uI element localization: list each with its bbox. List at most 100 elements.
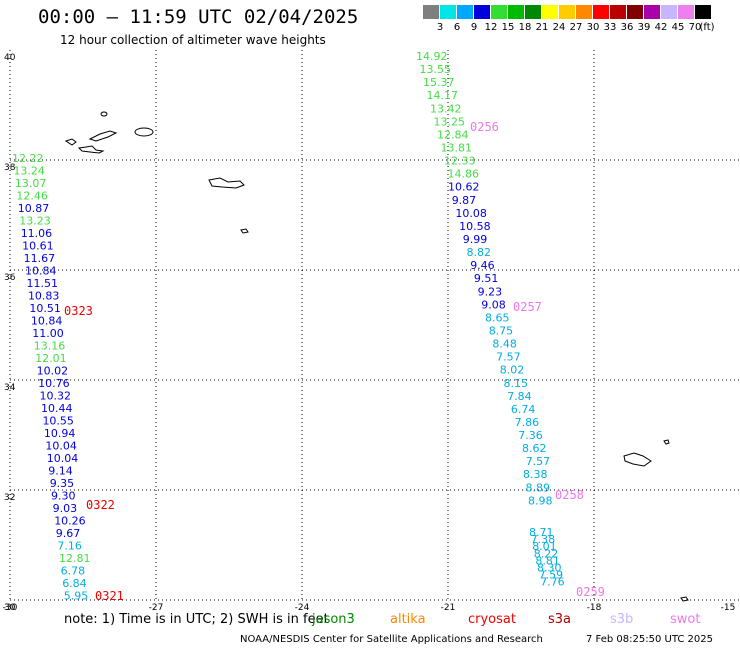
wave-height-value: 10.84 — [31, 315, 62, 328]
wave-height-value: 8.22 — [534, 547, 559, 560]
lat-tick-label: 30 — [4, 603, 16, 613]
wave-height-value: 7.86 — [515, 416, 540, 429]
scale-swatch — [661, 5, 678, 19]
scale-swatch — [423, 5, 440, 19]
wave-height-value: 9.67 — [56, 527, 81, 540]
satellite-legend-item: cryosat — [468, 612, 516, 627]
wave-height-value: 14.17 — [427, 89, 459, 102]
wave-height-value: 10.26 — [54, 515, 85, 528]
lon-tick-label: -21 — [441, 603, 456, 613]
lon-tick-label: -24 — [295, 603, 310, 613]
wave-height-value: 9.30 — [51, 490, 76, 503]
scale-label: 9 — [470, 22, 478, 33]
wave-height-value: 13.24 — [13, 165, 45, 178]
lon-tick-label: -27 — [149, 603, 164, 613]
axis-ticks: -30 -27 -24 -21 -18 -15 40 38 36 34 32 30 — [3, 53, 736, 613]
scale-swatch — [474, 5, 491, 19]
wave-height-value: 7.36 — [518, 429, 543, 442]
wave-height-value: 8.75 — [489, 324, 514, 337]
pass-time-label: 0258 — [555, 488, 584, 502]
scale-swatch — [508, 5, 525, 19]
wave-height-value: 8.15 — [504, 377, 529, 390]
island — [64, 138, 77, 146]
wave-height-value: 13.25 — [434, 115, 466, 128]
satellite-legend-item: s3a — [548, 612, 572, 627]
wave-height-value: 9.03 — [53, 502, 78, 515]
wave-height-value: 8.71 — [529, 526, 554, 539]
wave-height-value: 10.84 — [25, 265, 57, 278]
scale-label: 30 — [586, 22, 600, 33]
scale-swatch — [525, 5, 542, 19]
island — [134, 127, 154, 137]
wave-height-value: 10.58 — [459, 220, 491, 233]
wave-height-value: 13.55 — [420, 63, 452, 76]
wave-height-value: 10.55 — [42, 415, 73, 428]
wave-height-value: 12.46 — [16, 190, 47, 203]
wave-height-value: 12.81 — [59, 552, 91, 565]
wave-height-value: 15.37 — [423, 76, 455, 89]
wave-height-value: 9.08 — [481, 298, 506, 311]
lat-lon-grid — [9, 50, 740, 601]
wave-height-value: 8.62 — [522, 442, 547, 455]
island — [100, 111, 108, 117]
scale-label: 42 — [654, 22, 668, 33]
wave-height-value: 11.51 — [27, 277, 59, 290]
island — [240, 228, 249, 234]
wave-height-value: 8.65 — [485, 311, 510, 324]
wave-height-value: 7.59 — [539, 569, 564, 582]
wave-height-value: 10.32 — [40, 390, 72, 403]
lat-tick-label: 32 — [4, 493, 15, 503]
scale-swatch — [644, 5, 661, 19]
wave-height-value: 8.30 — [537, 562, 562, 575]
lon-tick-label: -18 — [587, 603, 602, 613]
wave-height-value: 10.76 — [38, 377, 70, 390]
wave-height-value: 8.81 — [535, 554, 560, 567]
scale-label: 33 — [603, 22, 617, 33]
lon-tick-label: -30 — [3, 603, 18, 613]
lat-tick-label: 36 — [4, 273, 16, 283]
wave-height-value: 8.01 — [532, 540, 557, 553]
wave-height-value: 10.94 — [44, 427, 76, 440]
altimeter-track: 14.9213.5515.3714.1713.4213.2512.8413.81… — [416, 50, 565, 589]
wave-height-value: 10.04 — [45, 440, 77, 453]
wave-height-value: 6.84 — [62, 577, 86, 590]
credit-line: NOAA/NESDIS Center for Satellite Applica… — [240, 634, 543, 645]
wave-height-value: 8.98 — [528, 494, 553, 507]
pass-time-label: 0321 — [95, 589, 124, 603]
lat-tick-label: 40 — [4, 53, 16, 63]
scale-swatch — [457, 5, 474, 19]
wave-height-value: 5.95 — [64, 590, 89, 603]
wave-height-value: 9.99 — [463, 233, 488, 246]
island — [77, 145, 105, 154]
altimeter-track: 12.2213.2413.0712.4610.8713.2311.0610.61… — [12, 152, 91, 603]
scale-label: 15 — [501, 22, 515, 33]
generated-timestamp: 7 Feb 08:25:50 UTC 2025 — [586, 634, 713, 645]
wave-height-value: 10.61 — [22, 240, 54, 253]
wave-height-value: 7.84 — [507, 390, 532, 403]
wave-height-value: 10.87 — [18, 202, 50, 215]
scale-label: 27 — [569, 22, 583, 33]
wave-height-value: 13.16 — [34, 340, 66, 353]
scale-swatch — [678, 5, 695, 19]
footer-note: note: 1) Time is in UTC; 2) SWH is in fe… — [64, 612, 329, 627]
scale-label: 45 — [671, 22, 685, 33]
wave-height-value: 7.16 — [57, 540, 82, 553]
scale-unit: (ft) — [699, 22, 715, 33]
scale-label: 24 — [552, 22, 566, 33]
satellite-legend-item: jason3 — [312, 612, 355, 627]
scale-label: 36 — [620, 22, 634, 33]
wave-height-value: 8.48 — [492, 338, 517, 351]
wave-height-value: 9.46 — [470, 259, 495, 272]
wave-height-value: 14.92 — [416, 50, 448, 63]
satellite-legend-item: s3b — [610, 612, 634, 627]
scale-swatch — [576, 5, 593, 19]
island — [663, 439, 670, 445]
wave-height-value: 10.08 — [455, 207, 487, 220]
page-subtitle: 12 hour collection of altimeter wave hei… — [60, 33, 326, 47]
wave-height-value: 12.33 — [444, 155, 476, 168]
scale-swatch — [491, 5, 508, 19]
wave-height-value: 9.51 — [474, 272, 499, 285]
wave-height-value: 10.51 — [29, 302, 61, 315]
pass-time-label: 0322 — [86, 498, 115, 512]
